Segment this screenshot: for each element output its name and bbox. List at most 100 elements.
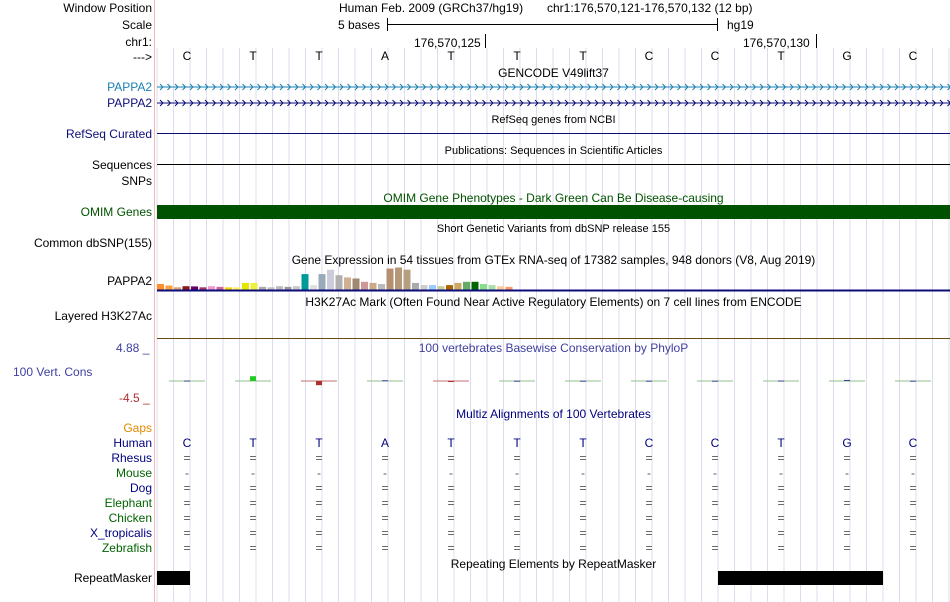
gtex-tissue-bar	[216, 286, 224, 290]
scale-bar-tick-left	[387, 18, 388, 31]
sequences-line[interactable]	[157, 164, 950, 165]
strand-chevron	[842, 83, 847, 91]
alignment-base: T	[579, 436, 587, 450]
base-letter: C	[710, 49, 720, 63]
strand-chevron	[617, 99, 622, 107]
strand-chevron	[279, 83, 284, 91]
strand-chevron	[317, 83, 322, 91]
strand-chevron	[789, 99, 794, 107]
alignment-base: =	[579, 451, 587, 465]
phylop-score-bar	[184, 380, 190, 382]
base-letter: T	[579, 49, 587, 63]
alignment-species-label[interactable]: Zebrafish	[101, 541, 152, 555]
gaps-label[interactable]: Gaps	[123, 421, 152, 435]
alignment-base: -	[449, 466, 453, 480]
alignment-species-label[interactable]: Rhesus	[111, 451, 152, 465]
gtex-label[interactable]: PAPPA2	[107, 274, 152, 288]
strand-chevron	[924, 99, 929, 107]
gencode-label-1[interactable]: PAPPA2	[107, 80, 152, 94]
strand-chevron	[324, 99, 329, 107]
alignment-base: -	[383, 466, 387, 480]
alignment-base: =	[513, 451, 521, 465]
omim-gene-block[interactable]	[157, 205, 950, 219]
window-position-label: Window Position	[63, 1, 152, 15]
alignment-base: =	[909, 511, 917, 525]
strand-chevron	[377, 83, 382, 91]
alignment-base: =	[249, 511, 257, 525]
alignment-row: = = = = = = = = = = = =	[0, 526, 950, 540]
strand-chevron	[549, 83, 554, 91]
strand-chevron	[572, 83, 577, 91]
gtex-tissue-bar	[293, 286, 300, 290]
alignment-base: =	[843, 451, 851, 465]
strand-chevron	[579, 83, 584, 91]
alignment-species-label[interactable]: Human	[113, 436, 152, 450]
strand-chevron	[429, 99, 434, 107]
phylop-score-plot[interactable]	[157, 372, 950, 394]
snps-label[interactable]: SNPs	[121, 174, 152, 188]
strand-chevron	[737, 99, 742, 107]
gtex-expression-bars[interactable]	[157, 266, 950, 292]
strand-chevron	[219, 99, 224, 107]
alignment-species-label[interactable]: Elephant	[104, 496, 152, 510]
strand-chevron	[849, 83, 854, 91]
alignment-base: =	[249, 526, 257, 540]
gtex-tissue-bar	[488, 285, 496, 290]
strand-chevron	[459, 83, 464, 91]
strand-chevron	[287, 83, 292, 91]
alignment-base: =	[579, 526, 587, 540]
strand-chevron	[947, 99, 950, 107]
phylop-score-bar	[316, 381, 322, 386]
strand-chevron	[654, 99, 659, 107]
gtex-tissue-bar	[335, 275, 343, 290]
alignment-base: =	[579, 481, 587, 495]
strand-chevron	[932, 83, 937, 91]
gtex-tissue-bar	[242, 282, 249, 290]
repeatmasker-block[interactable]	[157, 571, 190, 585]
phylop-label[interactable]: 100 Vert. Cons	[13, 365, 93, 379]
strand-chevron	[249, 99, 254, 107]
alignment-base: -	[911, 466, 915, 480]
strand-chevron	[534, 99, 539, 107]
gencode-label-2[interactable]: PAPPA2	[107, 96, 152, 110]
alignment-species-label[interactable]: Dog	[129, 481, 152, 495]
alignment-species-label[interactable]: Chicken	[108, 511, 152, 525]
h3k27ac-label[interactable]: Layered H3K27Ac	[54, 309, 152, 323]
strand-chevron	[189, 99, 194, 107]
gtex-tissue-bar	[369, 282, 377, 290]
alignment-base: =	[249, 451, 257, 465]
omim-label[interactable]: OMIM Genes	[80, 205, 152, 219]
strand-chevron	[332, 83, 337, 91]
gencode-transcript-1[interactable]	[157, 80, 950, 94]
strand-chevron	[632, 99, 637, 107]
repeatmasker-block[interactable]	[718, 571, 883, 585]
refseq-label[interactable]: RefSeq Curated	[65, 127, 152, 141]
strand-chevron	[369, 83, 374, 91]
strand-chevron	[632, 83, 637, 91]
alignment-base: =	[315, 451, 323, 465]
strand-chevron	[692, 99, 697, 107]
strand-chevron	[579, 99, 584, 107]
strand-chevron	[429, 83, 434, 91]
dbsnp-label[interactable]: Common dbSNP(155)	[33, 236, 152, 250]
alignment-species-label[interactable]: X_tropicalis	[89, 526, 152, 540]
alignment-base: =	[909, 541, 917, 555]
omim-track-title: OMIM Gene Phenotypes - Dark Green Can Be…	[383, 191, 724, 205]
gtex-tissue-bar	[318, 274, 326, 290]
alignment-base: =	[909, 496, 917, 510]
gtex-tissue-bar	[429, 285, 436, 290]
strand-chevron	[459, 99, 464, 107]
alignment-base: =	[447, 526, 455, 540]
position-text[interactable]: chr1:176,570,121-176,570,132 (12 bp)	[547, 1, 753, 15]
sequences-label[interactable]: Sequences	[91, 158, 152, 172]
repeatmasker-label[interactable]: RepeatMasker	[73, 571, 152, 585]
phylop-score-bar	[778, 380, 784, 382]
strand-chevron	[167, 83, 172, 91]
strand-chevron	[744, 83, 749, 91]
alignment-species-label[interactable]: Mouse	[115, 466, 152, 480]
refseq-gene-line[interactable]	[157, 133, 950, 134]
gencode-transcript-2[interactable]	[157, 96, 950, 110]
alignment-base: =	[777, 496, 785, 510]
alignment-base: =	[645, 541, 653, 555]
